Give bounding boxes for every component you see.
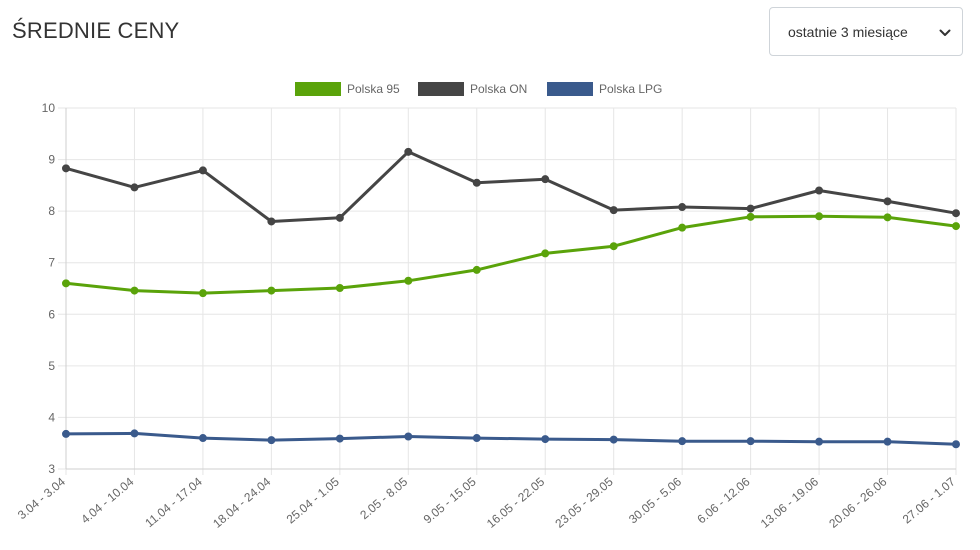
y-tick-label: 3	[48, 462, 55, 476]
data-point	[62, 279, 70, 288]
y-tick-label: 9	[48, 153, 55, 167]
y-tick-label: 7	[48, 256, 55, 270]
data-point	[678, 223, 687, 232]
x-tick-label: 4.04 - 10.04	[78, 474, 136, 526]
data-point	[404, 432, 413, 441]
data-point	[541, 249, 550, 258]
data-point	[541, 435, 550, 444]
data-point	[609, 242, 618, 251]
price-chart: 3 4 5 6 7 8 9 10 3.04 - 3.04 4.04 - 10.04 11.04 - …	[15, 82, 960, 531]
x-tick-label: 11.04 - 17.04	[142, 474, 205, 530]
x-tick-label: 18.04 - 24.04	[210, 474, 273, 530]
data-point	[678, 203, 687, 212]
x-tick-label: 9.05 - 15.05	[421, 474, 479, 526]
data-point	[198, 289, 207, 298]
data-point	[746, 437, 755, 446]
series-line-1	[65, 150, 957, 223]
data-point	[267, 436, 276, 445]
x-tick-label: 16.05 - 22.05	[484, 474, 547, 530]
data-point	[472, 434, 481, 443]
data-point	[404, 276, 413, 285]
data-point	[609, 435, 618, 444]
data-point	[62, 164, 70, 173]
data-point	[541, 175, 550, 184]
series-line-2	[65, 431, 957, 446]
data-point	[472, 178, 481, 187]
data-point	[883, 213, 892, 222]
data-point	[883, 437, 892, 446]
data-point	[335, 283, 344, 292]
data-point	[883, 197, 892, 206]
x-tick-label: 6.06 - 12.06	[694, 474, 752, 526]
data-point	[746, 204, 755, 213]
data-point	[198, 166, 207, 175]
data-point	[198, 434, 207, 443]
data-point	[335, 434, 344, 443]
data-point	[404, 147, 413, 156]
series-line-0	[65, 214, 957, 295]
x-tick-label: 20.06 - 26.06	[826, 474, 889, 530]
data-point	[815, 437, 824, 446]
x-tick-label: 25.04 - 1.05	[284, 474, 342, 526]
data-point	[746, 212, 755, 221]
y-tick-label: 5	[48, 359, 55, 373]
y-tick-label: 8	[48, 204, 55, 218]
data-point	[472, 265, 481, 274]
x-tick-label: 13.06 - 19.06	[758, 474, 821, 530]
data-point	[335, 213, 344, 222]
data-point	[267, 286, 276, 295]
y-tick-label: 10	[42, 101, 56, 115]
x-tick-label: 30.05 - 5.06	[626, 474, 684, 526]
data-point	[130, 286, 139, 295]
period-select-value: ostatnie 3 miesiące	[788, 24, 908, 40]
data-point	[62, 429, 70, 438]
data-point	[130, 429, 139, 438]
data-point	[815, 186, 824, 195]
data-point	[952, 209, 960, 218]
x-tick-label: 2.05 - 8.05	[357, 474, 410, 522]
y-tick-label: 4	[48, 410, 55, 424]
y-tick-label: 6	[48, 307, 55, 321]
data-point	[815, 212, 824, 221]
legend-label-0: Polska 95	[347, 82, 400, 96]
page-title: ŚREDNIE CENY	[12, 18, 180, 43]
legend-label-1: Polska ON	[470, 82, 527, 96]
period-select[interactable]: ostatnie 3 miesiące	[769, 7, 963, 56]
legend-swatch-1	[418, 82, 464, 96]
x-tick-label: 3.04 - 3.04	[15, 474, 68, 522]
legend-swatch-2	[547, 82, 593, 96]
x-tick-label: 27.06 - 1.07	[900, 474, 958, 526]
x-tick-label: 23.05 - 29.05	[552, 474, 615, 530]
chevron-down-icon	[939, 29, 951, 36]
data-point	[678, 437, 687, 446]
data-point	[952, 440, 960, 449]
data-point	[952, 222, 960, 231]
data-point	[267, 217, 276, 226]
legend-swatch-0	[295, 82, 341, 96]
data-point	[130, 183, 139, 192]
data-point	[609, 206, 618, 215]
legend-label-2: Polska LPG	[599, 82, 662, 96]
